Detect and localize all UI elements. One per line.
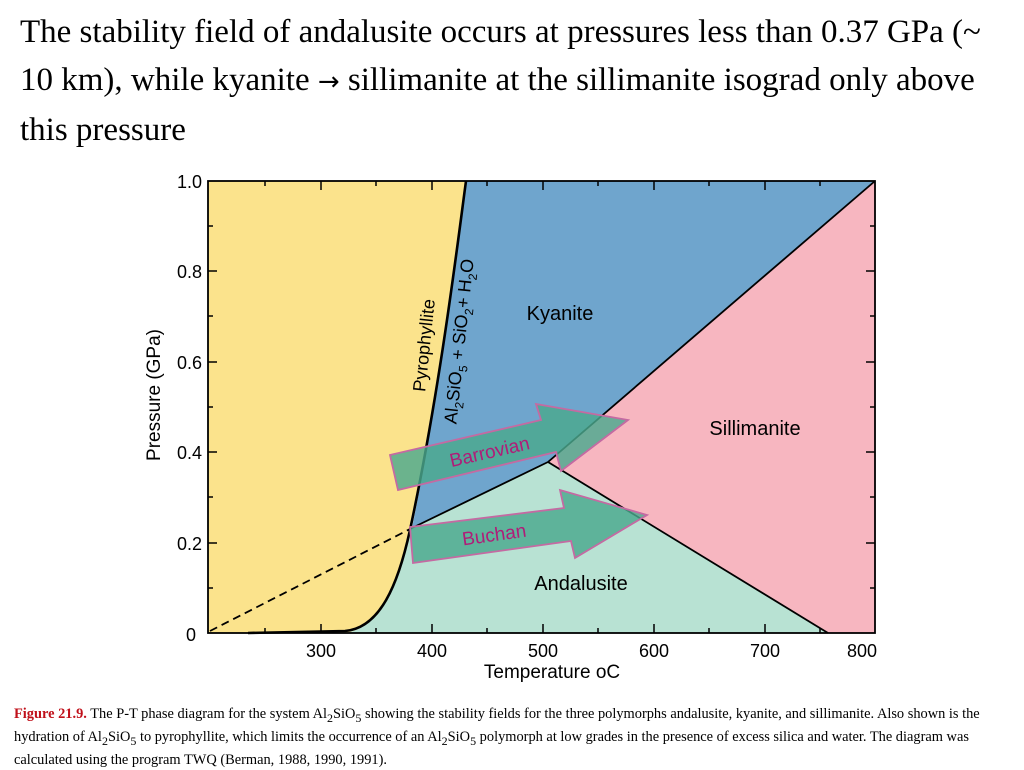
- caption-text: The P-T phase diagram for the system Al: [86, 706, 327, 722]
- sillimanite-field: [548, 181, 875, 633]
- kyanite-label: Kyanite: [527, 303, 594, 325]
- y-tick-label: 0.8: [177, 262, 202, 282]
- x-tick-label: 500: [528, 641, 558, 661]
- caption-figure-label: Figure 21.9.: [14, 706, 87, 722]
- andalusite-sillimanite-boundary: [547, 461, 829, 634]
- x-tick-label: 800: [847, 641, 877, 661]
- x-axis-title: Temperature oC: [484, 662, 620, 683]
- caption-subscript: 2: [101, 733, 108, 748]
- caption-text: SiO: [107, 728, 131, 745]
- barrovian-arrow: [388, 402, 631, 492]
- metastable-boundary-dashed: [209, 527, 413, 632]
- caption-text: polymorph at low grades in the presence …: [14, 728, 969, 768]
- slide-title: The stability field of andalusite occurs…: [20, 8, 1010, 154]
- buchan-arrow: [409, 488, 650, 565]
- kyanite-andalusite-boundary: [411, 461, 549, 529]
- y-tick-label: 0.2: [177, 534, 202, 554]
- x-tick-label: 400: [417, 641, 447, 661]
- right-arrow-icon: →: [317, 67, 340, 97]
- y-tick-label: 0.4: [177, 443, 202, 463]
- caption-text: SiO: [332, 706, 356, 722]
- y-tick-label: 0: [186, 625, 196, 645]
- figure-caption: Figure 21.9. The P-T phase diagram for t…: [14, 705, 1014, 770]
- caption-text: SiO: [447, 728, 471, 745]
- caption-subscript: 5: [130, 733, 137, 748]
- y-tick-label: 1.0: [177, 172, 202, 192]
- caption-subscript: 5: [355, 710, 362, 725]
- phase-diagram: 300 400 500 600 700 800 1.0 0.8 0.6 0.4 …: [144, 172, 877, 683]
- x-ticks: [264, 181, 821, 633]
- caption-text: showing the stability fields for the thr…: [14, 706, 980, 745]
- caption-subscript: 2: [326, 710, 333, 725]
- y-tick-label: 0.6: [177, 353, 202, 373]
- y-ticks: [208, 225, 875, 589]
- caption-subscript: 2: [441, 733, 448, 748]
- x-tick-label: 300: [306, 641, 336, 661]
- x-tick-label: 700: [750, 641, 780, 661]
- title-text-1: The stability field of andalusite occurs…: [20, 14, 981, 98]
- title-text-2: sillimanite at the sillimanite isograd o…: [20, 62, 975, 148]
- caption-subscript: 5: [470, 733, 477, 748]
- pyrophyllite-field: [208, 181, 466, 633]
- sillimanite-label: Sillimanite: [709, 418, 800, 440]
- x-tick-label: 600: [639, 641, 669, 661]
- y-axis-title: Pressure (GPa): [144, 329, 165, 461]
- caption-text: to pyrophyllite, which limits the occurr…: [136, 728, 442, 745]
- andalusite-label: Andalusite: [534, 573, 627, 595]
